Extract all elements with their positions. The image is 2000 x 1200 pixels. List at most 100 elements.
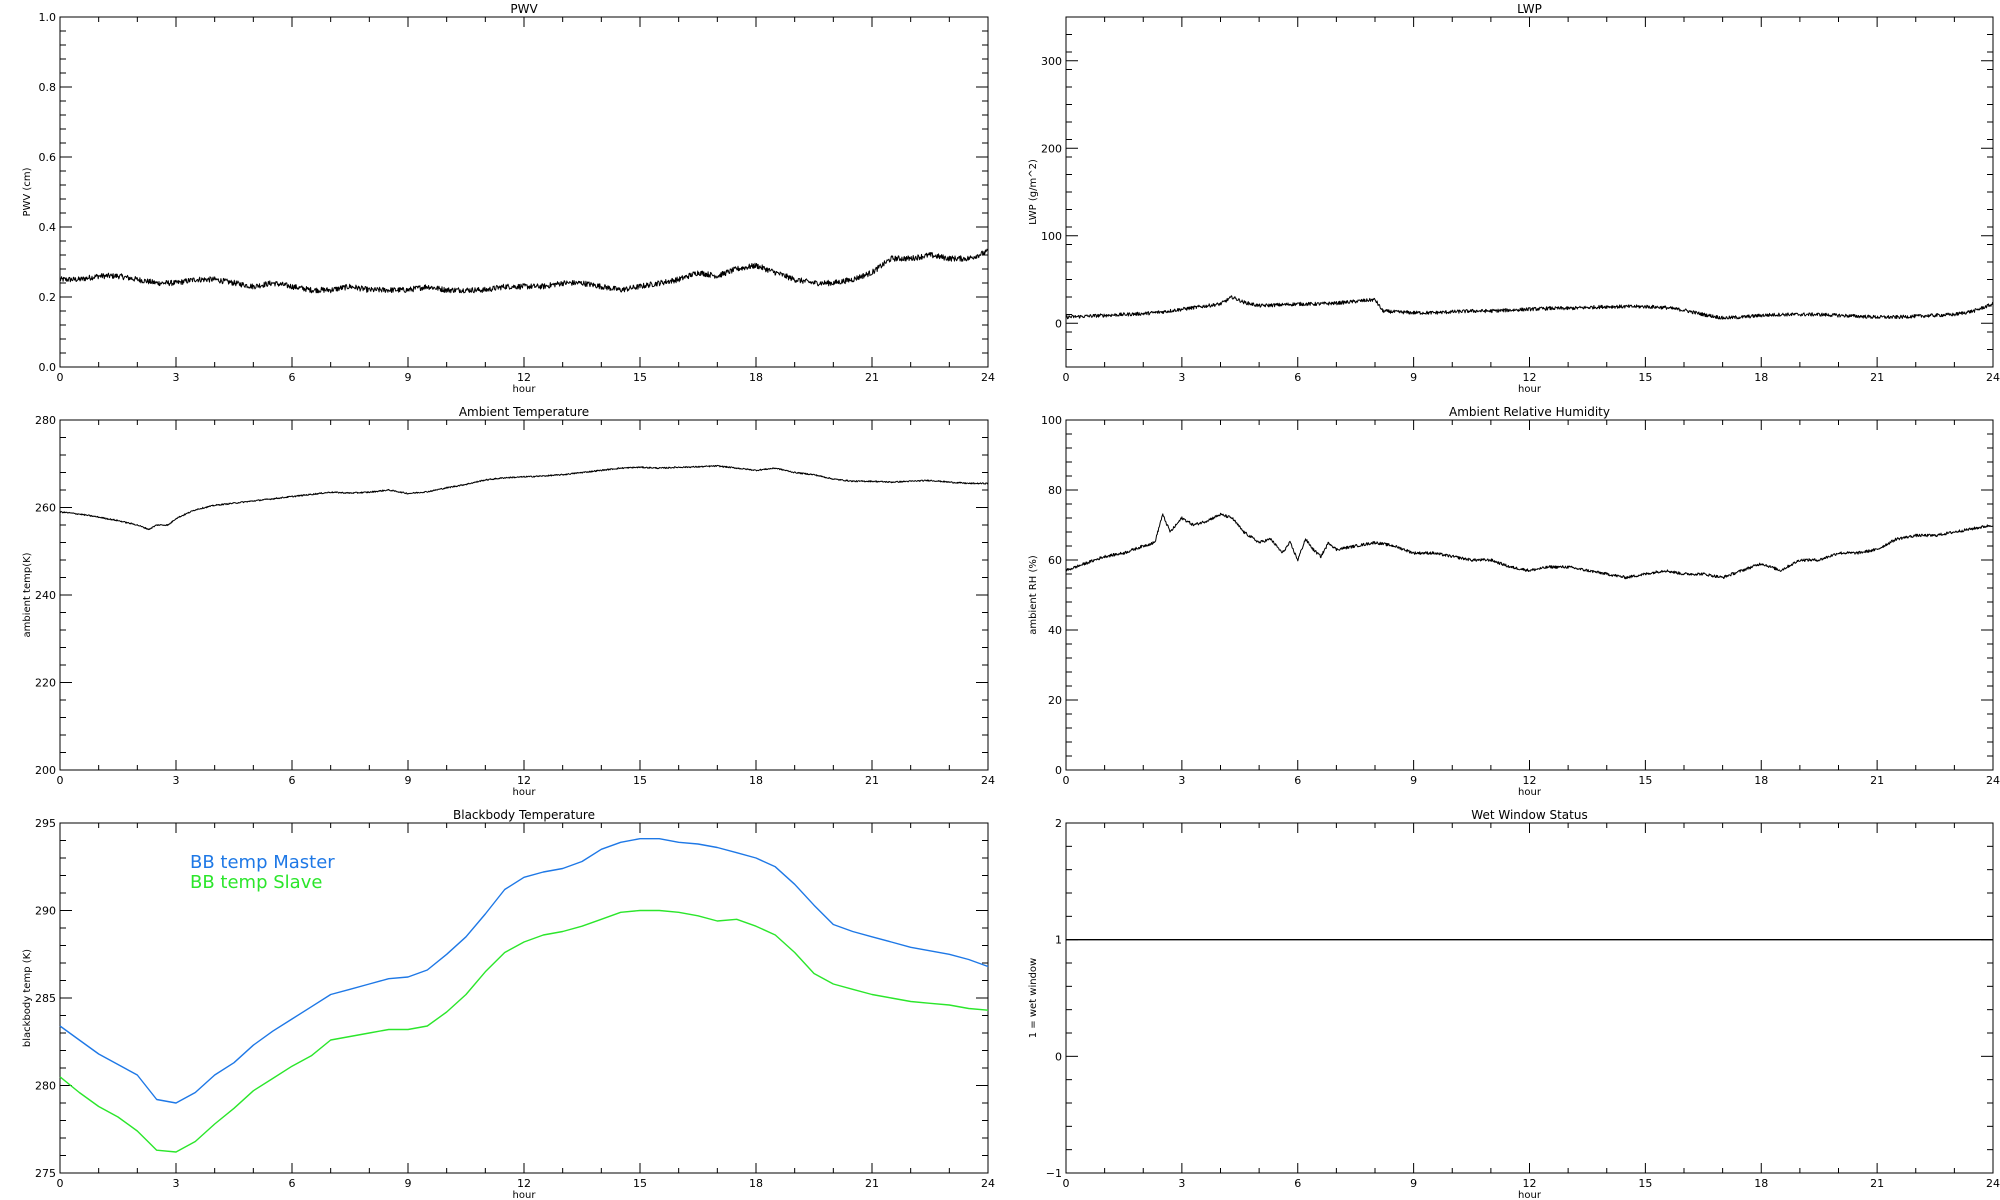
x-tick-label: 3 xyxy=(173,1177,180,1190)
y-tick-label: 0.8 xyxy=(39,81,57,94)
x-tick-label: 21 xyxy=(865,1177,879,1190)
plot-frame xyxy=(59,16,989,368)
x-axis-label: hour xyxy=(1518,787,1542,798)
y-tick-label: 100 xyxy=(1041,230,1062,243)
y-tick-label: 1.0 xyxy=(39,11,57,24)
y-tick-label: 1 xyxy=(1055,934,1062,947)
x-tick-label: 21 xyxy=(865,774,879,787)
x-tick-label: 6 xyxy=(1294,1177,1301,1190)
x-tick-label: 12 xyxy=(1523,774,1537,787)
x-tick-label: 18 xyxy=(749,1177,763,1190)
x-tick-label: 6 xyxy=(289,371,296,384)
x-tick-label: 18 xyxy=(749,371,763,384)
series-line-blackbody-temperature-1 xyxy=(59,909,989,1153)
y-tick-label: 80 xyxy=(1048,484,1062,497)
x-tick-label: 6 xyxy=(289,774,296,787)
x-tick-label: 9 xyxy=(405,1177,412,1190)
x-tick-label: 6 xyxy=(1294,774,1301,787)
y-tick-label: 220 xyxy=(35,677,56,690)
y-tick-label: 285 xyxy=(35,992,56,1005)
plot-frame xyxy=(1065,419,1994,771)
series-line-pwv-0 xyxy=(59,248,989,294)
x-tick-label: 9 xyxy=(1410,774,1417,787)
y-tick-label: 40 xyxy=(1048,624,1062,637)
x-tick-label: 0 xyxy=(57,1177,64,1190)
x-tick-label: 15 xyxy=(633,774,647,787)
panel-blackbody-temperature: Blackbody Temperature 0 3 6 9 12 15 18 21 24 hour 2… xyxy=(22,808,995,1200)
series-line-ambient-relative-humidity-0 xyxy=(1065,512,1994,580)
x-tick-label: 3 xyxy=(1178,1177,1185,1190)
legend-entry: BB temp Master xyxy=(190,852,335,873)
x-axis-label: hour xyxy=(513,1190,537,1200)
series-line-ambient-temperature-0 xyxy=(59,464,989,531)
x-tick-label: 18 xyxy=(1754,1177,1768,1190)
x-tick-label: 0 xyxy=(57,774,64,787)
x-tick-label: 15 xyxy=(633,371,647,384)
x-tick-label: 0 xyxy=(1063,1177,1070,1190)
y-tick-label: 0 xyxy=(1055,1050,1062,1063)
x-tick-label: 18 xyxy=(749,774,763,787)
x-tick-label: 6 xyxy=(1294,371,1301,384)
x-tick-label: 15 xyxy=(633,1177,647,1190)
chart-title: PWV xyxy=(510,2,538,16)
x-tick-label: 24 xyxy=(981,774,995,787)
y-tick-label: 295 xyxy=(35,817,56,830)
chart-title: Wet Window Status xyxy=(1471,808,1587,822)
panel-pwv: PWV 0 3 6 9 12 15 18 21 24 hour 0.0 0.2 0.4 0.6 0.8 1.0 P… xyxy=(22,2,995,395)
y-tick-label: 0.2 xyxy=(39,291,57,304)
x-tick-label: 21 xyxy=(1870,774,1884,787)
x-tick-label: 24 xyxy=(981,371,995,384)
y-tick-label: 240 xyxy=(35,589,56,602)
x-axis-label: hour xyxy=(513,787,537,798)
chart-title: LWP xyxy=(1517,2,1542,16)
x-tick-label: 15 xyxy=(1638,1177,1652,1190)
x-tick-label: 15 xyxy=(1638,774,1652,787)
y-tick-label: 100 xyxy=(1041,414,1062,427)
y-tick-label: 0 xyxy=(1055,317,1062,330)
y-tick-label: 60 xyxy=(1048,554,1062,567)
y-axis-label: PWV (cm) xyxy=(22,167,33,216)
y-tick-label: 260 xyxy=(35,502,56,515)
series-line-blackbody-temperature-0 xyxy=(59,838,989,1104)
x-tick-label: 21 xyxy=(1870,371,1884,384)
x-tick-label: 3 xyxy=(173,371,180,384)
x-axis-label: hour xyxy=(1518,1190,1542,1200)
chart-title: Ambient Relative Humidity xyxy=(1449,405,1610,419)
x-tick-label: 24 xyxy=(1986,371,2000,384)
y-tick-label: 20 xyxy=(1048,694,1062,707)
x-tick-label: 24 xyxy=(1986,1177,2000,1190)
series-line-lwp-0 xyxy=(1065,295,1994,320)
x-tick-label: 24 xyxy=(981,1177,995,1190)
x-tick-label: 12 xyxy=(1523,1177,1537,1190)
x-tick-label: 0 xyxy=(57,371,64,384)
y-axis-label: ambient temp(K) xyxy=(22,552,33,637)
y-tick-label: 200 xyxy=(1041,142,1062,155)
y-tick-label: 300 xyxy=(1041,55,1062,68)
x-tick-label: 12 xyxy=(1523,371,1537,384)
y-tick-label: 2 xyxy=(1055,817,1062,830)
chart-title: Blackbody Temperature xyxy=(453,808,595,822)
x-tick-label: 18 xyxy=(1754,774,1768,787)
panel-ambient-temperature: Ambient Temperature 0 3 6 9 12 15 18 21 24 hour 200… xyxy=(22,405,995,798)
x-tick-label: 3 xyxy=(1178,371,1185,384)
x-tick-label: 18 xyxy=(1754,371,1768,384)
y-axis-label: ambient RH (%) xyxy=(1028,555,1039,635)
x-tick-label: 9 xyxy=(405,774,412,787)
legend-entry: BB temp Slave xyxy=(190,872,322,893)
y-axis-label: blackbody temp (K) xyxy=(22,949,33,1047)
x-tick-label: 9 xyxy=(405,371,412,384)
x-tick-label: 12 xyxy=(517,1177,531,1190)
x-tick-label: 24 xyxy=(1986,774,2000,787)
y-tick-label: 0.0 xyxy=(39,361,57,374)
y-tick-label: −1 xyxy=(1046,1167,1062,1180)
x-axis-label: hour xyxy=(513,384,537,395)
y-tick-label: 200 xyxy=(35,764,56,777)
panel-lwp: LWP 0 3 6 9 12 15 18 21 24 hour 0 100 200 300 LWP (g/m^… xyxy=(1028,2,2000,395)
chart-title: Ambient Temperature xyxy=(459,405,589,419)
x-tick-label: 0 xyxy=(1063,371,1070,384)
x-tick-label: 6 xyxy=(289,1177,296,1190)
y-tick-label: 290 xyxy=(35,905,56,918)
y-tick-label: 280 xyxy=(35,414,56,427)
